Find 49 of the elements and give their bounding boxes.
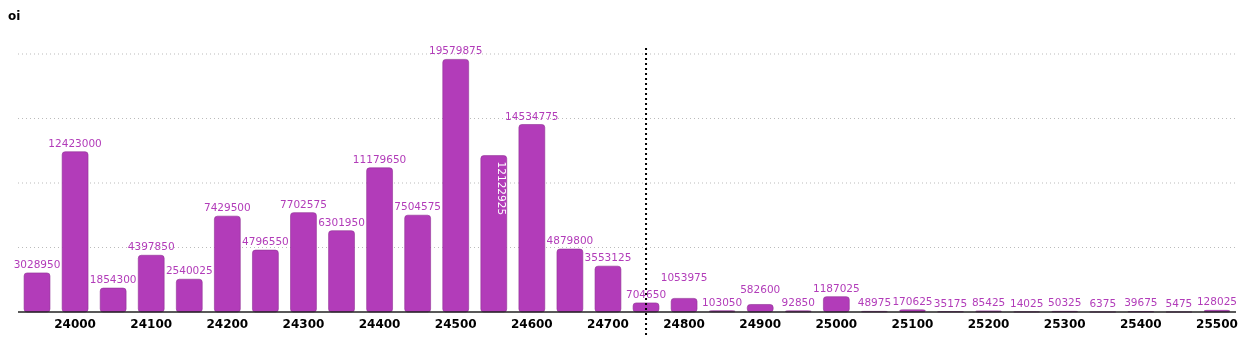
- x-tick-label: 24300: [282, 317, 325, 331]
- x-tick-label: 24400: [358, 317, 401, 331]
- data-label: 128025: [1196, 295, 1238, 308]
- data-label: 50325: [1048, 296, 1082, 309]
- data-label: 3028950: [13, 257, 61, 270]
- data-label: 5475: [1165, 296, 1193, 309]
- x-tick-label: 24200: [206, 317, 249, 331]
- x-tick-label: 24700: [587, 317, 629, 331]
- x-tick-label: 24500: [434, 317, 477, 331]
- data-label: 7702575: [280, 197, 327, 210]
- y-axis-title: oi: [8, 9, 21, 23]
- data-label: 35175: [933, 296, 968, 309]
- data-label: 6375: [1089, 296, 1117, 309]
- x-tick-label: 25000: [815, 317, 858, 331]
- data-label: 1053975: [660, 271, 708, 284]
- data-label: 12423000: [48, 136, 102, 149]
- data-label: 3553125: [584, 251, 632, 264]
- x-tick-label: 24600: [510, 317, 553, 331]
- data-label: 14534775: [505, 109, 559, 122]
- x-tick-label: 25300: [1043, 317, 1086, 331]
- x-tick-label: 24000: [54, 317, 96, 331]
- data-label: 6301950: [318, 215, 365, 228]
- data-label: 12122925: [495, 161, 508, 216]
- data-label: 14025: [1009, 296, 1044, 309]
- x-tick-label: 24800: [663, 317, 705, 331]
- data-label: 48975: [857, 296, 892, 309]
- data-label: 704650: [625, 287, 667, 300]
- data-label: 4879800: [546, 234, 594, 247]
- data-label: 4397850: [127, 240, 175, 253]
- data-label: 4796550: [242, 235, 289, 248]
- data-label: 19579875: [428, 44, 483, 57]
- x-tick-label: 24100: [130, 317, 173, 331]
- data-label: 103050: [702, 295, 743, 308]
- x-tick-label: 25400: [1119, 317, 1162, 331]
- x-tick-label: 25200: [967, 317, 1010, 331]
- x-tick-label: 25100: [891, 317, 934, 331]
- data-label: 92850: [781, 295, 815, 308]
- data-label: 11179650: [352, 152, 407, 165]
- x-tick-label: 24900: [739, 317, 782, 331]
- data-label: 582600: [740, 283, 781, 296]
- x-tick-label: 25500: [1196, 317, 1238, 331]
- data-label: 1187025: [812, 281, 860, 294]
- data-label: 1854300: [89, 273, 137, 286]
- data-label: 7429500: [203, 201, 251, 214]
- data-label: 85425: [971, 295, 1006, 308]
- data-label: 2540025: [165, 264, 213, 277]
- data-label: 39675: [1124, 296, 1158, 309]
- data-label: 170625: [892, 294, 933, 307]
- data-label: 7504575: [394, 200, 442, 213]
